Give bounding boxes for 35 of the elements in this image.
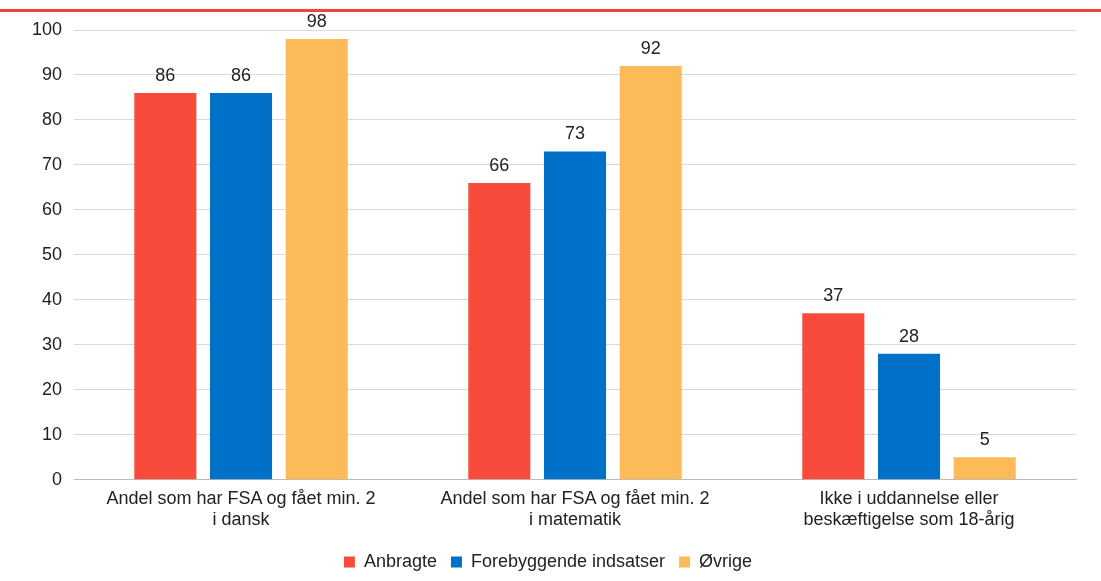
y-tick-label: 50 xyxy=(42,243,63,264)
data-label: 5 xyxy=(979,429,990,450)
x-tick-label: Andel som har FSA og fået min. 2 i dansk xyxy=(106,487,376,530)
legend-label: Anbragte xyxy=(363,550,437,571)
legend-label: Forebyggende indsatser xyxy=(470,550,666,571)
y-tick-label: 60 xyxy=(42,198,63,219)
y-tick-label: 100 xyxy=(31,18,63,39)
data-label: 92 xyxy=(640,37,661,58)
bar xyxy=(619,65,682,480)
bar xyxy=(877,353,941,480)
y-tick-label: 40 xyxy=(42,288,63,309)
y-tick-label: 90 xyxy=(42,63,63,84)
y-tick-label: 10 xyxy=(42,423,63,444)
bar xyxy=(468,182,531,480)
bar xyxy=(134,92,197,480)
bar xyxy=(953,457,1016,480)
data-label: 28 xyxy=(898,325,920,346)
data-label: 66 xyxy=(489,154,510,175)
x-tick-label: Andel som har FSA og fået min. 2 i matematik xyxy=(440,487,710,530)
x-tick-label: Ikke i uddannelse eller beskæftigelse som 18-årig xyxy=(803,487,1015,530)
y-tick-label: 20 xyxy=(42,378,63,399)
data-label: 86 xyxy=(155,64,176,85)
data-label: 98 xyxy=(306,10,327,31)
data-label: 37 xyxy=(823,285,844,306)
y-tick-label: 30 xyxy=(42,333,63,354)
y-tick-label: 0 xyxy=(52,468,63,489)
bar xyxy=(802,313,865,480)
legend-label: Øvrige xyxy=(699,550,753,571)
y-tick-label: 70 xyxy=(42,153,63,174)
data-label: 73 xyxy=(565,123,586,144)
bar xyxy=(209,92,273,480)
data-label: 86 xyxy=(231,64,252,85)
bar xyxy=(543,151,607,480)
bar xyxy=(285,39,348,480)
y-tick-label: 80 xyxy=(42,108,63,129)
